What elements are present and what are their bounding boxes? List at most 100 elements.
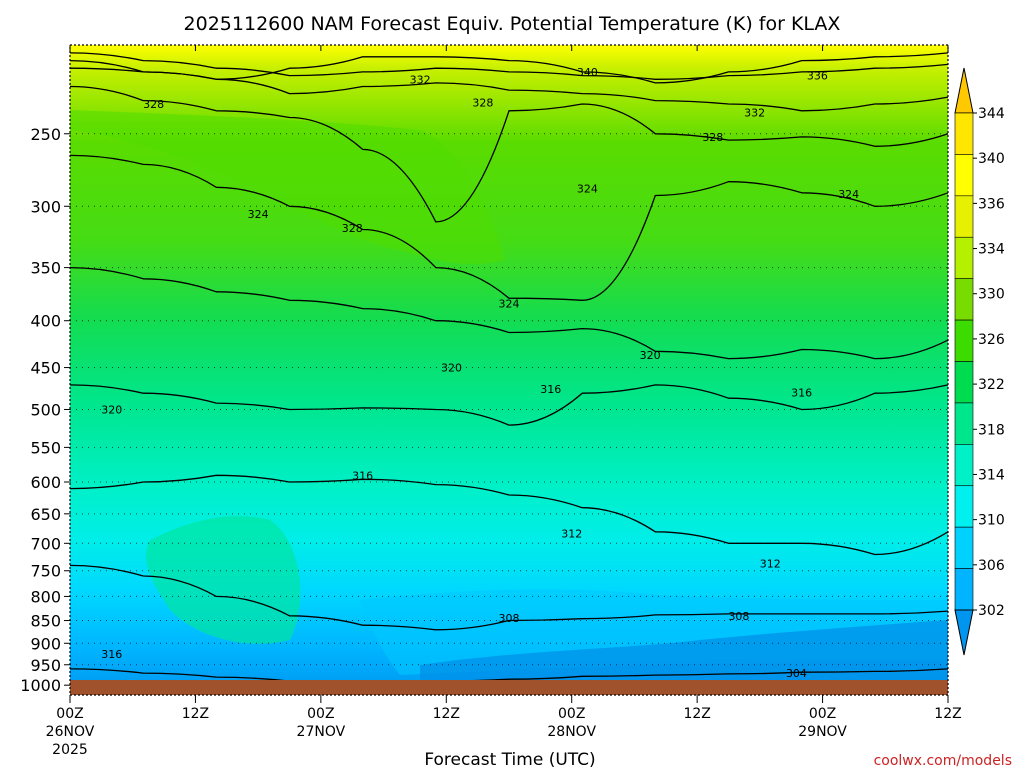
x-tick-label: 00Z: [307, 706, 334, 722]
contour-label: 316: [352, 469, 373, 482]
colorbar: 302 306 310 314 318 322 326 330 334 336 340 344: [954, 67, 1005, 656]
contour-label: 324: [577, 183, 598, 196]
credit-text: coolwx.com/models: [874, 753, 1012, 768]
colorbar-swatch: [954, 195, 974, 238]
colorbar-swatch: [954, 236, 974, 279]
contour-316: [69, 384, 949, 426]
colorbar-swatch: [954, 485, 974, 528]
x-tick-label: 00Z: [558, 706, 585, 722]
x-tick-label: 26NOV: [46, 724, 95, 740]
colorbar-swatch: [954, 361, 974, 404]
contour-324: [69, 154, 949, 301]
contour-label: 340: [577, 66, 598, 79]
x-tick-label: 2025: [52, 742, 88, 758]
contour-label: 308: [499, 612, 520, 625]
y-tick-label: 900: [30, 634, 61, 653]
y-tick-label: 400: [30, 312, 61, 331]
y-tick-label: 950: [30, 656, 61, 675]
y-tick-label: 350: [30, 259, 61, 278]
contour-312: [69, 474, 949, 556]
y-axis-pressure: 250 300 350 400 450 500 550 600 650 700 750 800 850 9…: [20, 125, 70, 695]
x-tick-label: 29NOV: [798, 724, 847, 740]
green-band-upper: [70, 110, 505, 265]
contour-lines: [69, 52, 949, 685]
contour-label: 320: [441, 362, 462, 375]
x-tick-label: 00Z: [809, 706, 836, 722]
colorbar-swatch: [954, 112, 974, 155]
contour-label: 324: [499, 297, 520, 310]
colorbar-max-arrow: [954, 67, 974, 114]
colorbar-swatch: [954, 402, 974, 445]
contour-label: 328: [702, 131, 723, 144]
colorbar-tick-label: 318: [978, 422, 1005, 438]
contour-304: [69, 668, 949, 685]
colorbar-tick-label: 336: [978, 196, 1005, 212]
surface-terrain: [70, 680, 948, 695]
contour-label: 324: [248, 208, 269, 221]
y-tick-label: 300: [30, 197, 61, 216]
contour-label: 328: [472, 96, 493, 109]
contour-label: 336: [807, 70, 828, 83]
colorbar-tick-label: 344: [978, 106, 1005, 122]
contour-label: 328: [342, 222, 363, 235]
colorbar-tick-label: 306: [978, 558, 1005, 574]
plot-area: 340 336 332 332 328 328 328 328 324 324 324 324 320 3…: [69, 44, 949, 696]
contour-label: 316: [540, 383, 561, 396]
y-tick-label: 550: [30, 438, 61, 457]
x-axis-time: 00Z 26NOV 2025 12Z 00Z 27NOV 12Z 00Z 28NOV 12Z 00Z…: [46, 695, 962, 758]
contour-label: 304: [786, 667, 807, 680]
x-tick-label: 27NOV: [297, 724, 346, 740]
colorbar-tick-label: 326: [978, 332, 1005, 348]
contour-328: [69, 85, 949, 223]
y-tick-label: 700: [30, 534, 61, 553]
coldest-layer-bottom: [420, 620, 948, 680]
x-tick-label: 12Z: [433, 706, 460, 722]
y-tick-label: 650: [30, 505, 61, 524]
contour-labels: 340 336 332 332 328 328 328 328 324 324 324 324 320 3…: [101, 66, 859, 680]
x-tick-label: 00Z: [56, 706, 83, 722]
colorbar-swatch: [954, 444, 974, 487]
contour-340: [69, 52, 949, 84]
y-tick-label: 1000: [20, 676, 61, 695]
colorbar-swatch: [954, 319, 974, 362]
colorbar-tick-label: 340: [978, 151, 1005, 167]
x-axis-label: Forecast Time (UTC): [424, 750, 595, 768]
contour-label: 320: [101, 403, 122, 416]
contour-label: 316: [791, 386, 812, 399]
x-tick-label: 12Z: [182, 706, 209, 722]
x-tick-label: 12Z: [934, 706, 961, 722]
colorbar-tick-label: 334: [978, 242, 1005, 258]
chart-title: 2025112600 NAM Forecast Equiv. Potential…: [184, 13, 841, 35]
y-tick-label: 600: [30, 473, 61, 492]
contour-label: 332: [744, 107, 765, 120]
y-tick-label: 500: [30, 400, 61, 419]
contour-label: 312: [760, 557, 781, 570]
contour-label: 332: [410, 73, 431, 86]
x-tick-label: 12Z: [683, 706, 710, 722]
colorbar-tick-label: 322: [978, 377, 1005, 393]
contour-label: 312: [561, 528, 582, 541]
y-tick-label: 450: [30, 359, 61, 378]
colorbar-swatch: [954, 526, 974, 569]
y-tick-label: 800: [30, 587, 61, 606]
colorbar-tick-label: 314: [978, 467, 1005, 483]
contour-label: 308: [728, 610, 749, 623]
contour-label: 324: [838, 188, 859, 201]
contour-label: 316: [101, 648, 122, 661]
colorbar-swatch: [954, 568, 974, 611]
contour-336: [69, 52, 949, 80]
x-tick-label: 28NOV: [547, 724, 596, 740]
y-tick-label: 250: [30, 125, 61, 144]
colorbar-swatch: [954, 278, 974, 321]
y-tick-label: 850: [30, 612, 61, 631]
contour-label: 328: [143, 98, 164, 111]
colorbar-min-arrow: [954, 609, 974, 656]
y-tick-label: 750: [30, 562, 61, 581]
colorbar-swatch: [954, 154, 974, 197]
colorbar-tick-label: 302: [978, 603, 1005, 619]
contour-label: 320: [640, 349, 661, 362]
colorbar-tick-label: 330: [978, 287, 1005, 303]
warm-pocket-lower-left: [146, 516, 301, 644]
contour-320: [69, 266, 949, 360]
